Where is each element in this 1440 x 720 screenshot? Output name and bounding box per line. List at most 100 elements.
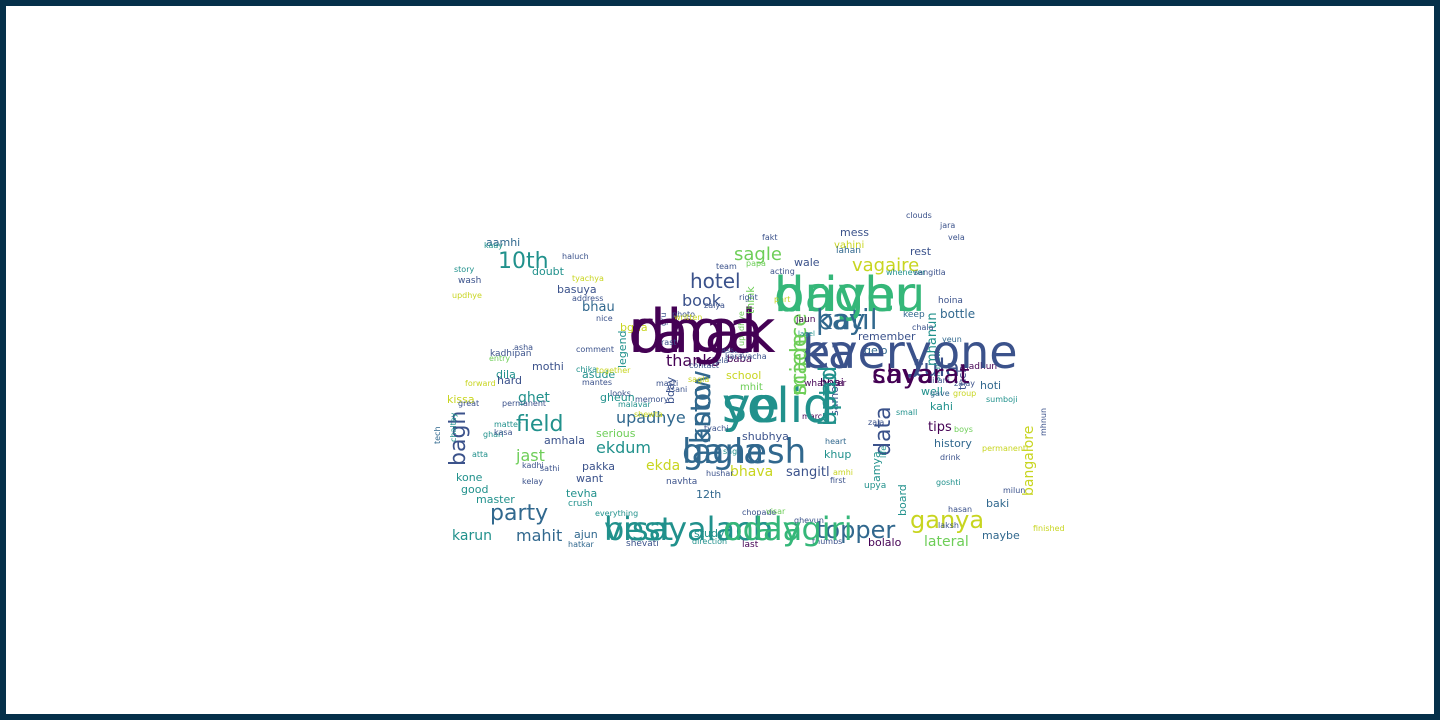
cloud-word: mala — [723, 510, 802, 548]
cloud-word: khup — [824, 448, 851, 461]
cloud-word: chala — [912, 323, 934, 332]
cloud-word: atta — [472, 450, 488, 459]
cloud-word: mahit — [516, 526, 562, 545]
cloud-word: matter — [494, 420, 522, 429]
cloud-word: crush — [568, 499, 593, 509]
cloud-word: memory — [635, 395, 669, 404]
cloud-word: best — [604, 510, 673, 548]
cloud-word: drink — [940, 453, 961, 462]
cloud-word: raga — [628, 297, 764, 367]
cloud-word: bhava — [730, 464, 773, 480]
cloud-word: ganya — [910, 506, 984, 534]
cloud-word: hard — [497, 374, 522, 387]
cloud-word: bhai — [820, 376, 844, 389]
cloud-word: serious — [596, 427, 636, 440]
cloud-word: haluch — [562, 252, 589, 261]
cloud-word: group — [953, 389, 976, 398]
cloud-word: together — [596, 366, 631, 375]
cloud-word: ganesh — [682, 432, 806, 472]
cloud-word: comment — [576, 345, 614, 354]
cloud-word: hoina — [938, 296, 963, 306]
cloud-word: story — [454, 265, 474, 274]
cloud-word: hoti — [980, 379, 1001, 392]
cloud-word: ekdum — [596, 438, 651, 457]
cloud-word: aamhi — [486, 236, 520, 249]
cloud-word: heart — [825, 437, 846, 446]
cloud-word: masti — [656, 379, 678, 388]
cloud-word: sagla — [688, 375, 709, 384]
cloud-word: samor — [828, 381, 841, 416]
cloud-word: dila — [496, 368, 516, 381]
cloud-word: good — [461, 483, 488, 496]
cloud-word: shubhya — [742, 430, 789, 443]
cloud-word: 12th — [696, 488, 721, 501]
cloud-word: driver — [774, 267, 915, 323]
cloud-word: zalya — [704, 301, 725, 310]
cloud-word: last — [742, 540, 759, 550]
cloud-word: amya — [870, 451, 883, 482]
cloud-word: savarat — [872, 360, 970, 390]
cloud-word: shewta — [634, 410, 663, 419]
cloud-word: topper — [816, 516, 895, 544]
cloud-word: mess — [840, 226, 869, 239]
cloud-word: lagla — [682, 432, 764, 472]
cloud-word: chika — [576, 365, 597, 374]
cloud-word: maybe — [982, 529, 1020, 542]
cloud-word: visayalach — [604, 510, 773, 548]
cloud-word: gelo — [864, 344, 888, 357]
cloud-word: bday — [664, 376, 677, 404]
cloud-word: sathi — [540, 464, 560, 473]
cloud-word: mhnun — [1039, 408, 1048, 436]
cloud-word: navhta — [666, 477, 697, 487]
cloud-word: kadhipan — [490, 349, 531, 359]
cloud-word: party — [490, 501, 548, 526]
cloud-word: field — [516, 412, 563, 437]
cloud-word: zala — [868, 418, 884, 427]
cloud-word: amhala — [544, 434, 585, 447]
cloud-word: chaltay — [449, 412, 458, 442]
cloud-word: jaun — [795, 315, 815, 325]
cloud-word: think — [744, 286, 757, 314]
cloud-word: small — [896, 408, 917, 417]
cloud-word: bottle — [940, 307, 975, 321]
cloud-word: permanent — [502, 399, 546, 408]
cloud-word: hotel — [690, 269, 741, 293]
cloud-word: everyone — [802, 325, 1018, 379]
cloud-word: remember — [858, 330, 916, 343]
cloud-word: ye — [722, 378, 780, 434]
cloud-word: malavar — [618, 400, 651, 409]
cloud-word: made — [787, 334, 812, 396]
cloud-word: asani — [666, 385, 687, 394]
cloud-word: doubt — [532, 265, 565, 278]
cloud-word: hatkar — [568, 540, 595, 549]
cloud-word: mhanun — [925, 312, 940, 366]
cloud-word: kaay — [484, 241, 503, 250]
cloud-word: jara — [939, 221, 955, 230]
cloud-word: mantes — [582, 378, 612, 387]
cloud-word: permanenti — [982, 444, 1028, 453]
cloud-word: upadhye — [616, 408, 686, 427]
cloud-word: acting — [770, 267, 795, 276]
cloud-word: march — [802, 412, 827, 421]
cloud-word: baki — [986, 497, 1009, 510]
cloud-word: history — [934, 437, 972, 450]
cloud-word: upadhye — [737, 311, 746, 346]
cloud-word: wash — [458, 276, 481, 286]
cloud-word: boys — [954, 425, 973, 434]
cloud-word: asha — [514, 343, 533, 352]
cloud-word: shevati — [626, 539, 659, 549]
cloud-word: legend — [616, 330, 629, 368]
cloud-word: whatever — [804, 379, 847, 389]
cloud-word: kela — [712, 356, 728, 365]
cloud-word: zalay — [954, 379, 975, 388]
cloud-word: sangitl — [786, 465, 830, 480]
cloud-word: entry — [489, 354, 510, 363]
cloud-word: clouds — [906, 211, 932, 220]
cloud-word: team — [716, 262, 737, 271]
cloud-word: keep — [903, 310, 925, 320]
cloud-word: kissa — [447, 393, 475, 406]
word-cloud-panel: dhak driver ka ye ganesh best mala chya patil kno… — [6, 6, 1434, 714]
cloud-word: laksh — [938, 521, 959, 530]
cloud-word: 10th — [498, 249, 549, 274]
cloud-word: kahi — [930, 400, 953, 413]
